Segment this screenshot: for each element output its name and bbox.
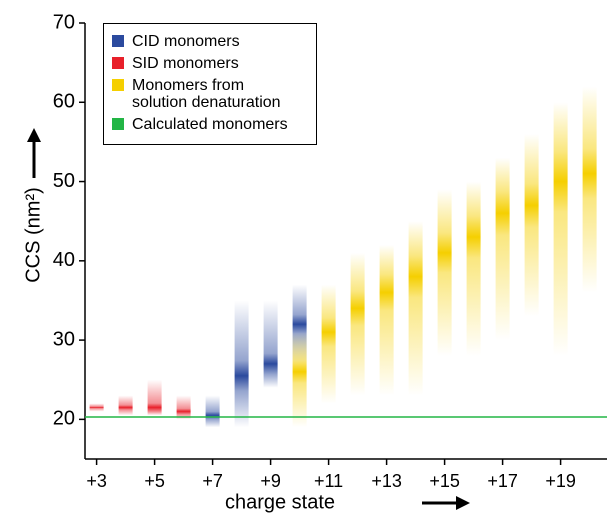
legend: CID monomers SID monomers Monomers from so… (103, 23, 317, 145)
y-tick-label: 30 (53, 328, 75, 350)
x-axis-label: charge state (225, 491, 335, 513)
blob (495, 157, 510, 341)
blob (379, 244, 394, 396)
legend-entry: Calculated monomers (112, 116, 312, 133)
x-tick-label: +3 (86, 471, 107, 491)
legend-entry: SID monomers (112, 55, 312, 72)
y-arrow (27, 128, 41, 178)
legend-entry: Monomers from solution denaturation (112, 77, 312, 111)
blob (147, 379, 162, 416)
blob (205, 395, 220, 428)
legend-label: Calculated monomers (132, 116, 288, 133)
y-tick-label: 50 (53, 170, 75, 192)
legend-swatch (112, 35, 124, 47)
x-tick-label: +11 (314, 471, 343, 491)
x-tick-label: +19 (545, 471, 576, 491)
blob (466, 181, 481, 356)
legend-swatch (112, 79, 124, 91)
y-tick-label: 20 (53, 408, 75, 430)
legend-label: CID monomers (132, 33, 240, 50)
x-tick-label: +15 (429, 471, 460, 491)
x-tick-label: +7 (202, 471, 223, 491)
x-tick-label: +17 (487, 471, 518, 491)
blob (89, 403, 104, 412)
blob (176, 395, 191, 420)
blob (524, 133, 539, 317)
legend-label: SID monomers (132, 55, 239, 72)
blob (263, 300, 278, 388)
legend-label: Monomers from solution denaturation (132, 77, 281, 111)
y-axis-label: CCS (nm²) (22, 187, 44, 283)
x-tick-label: +9 (260, 471, 281, 491)
y-tick-label: 40 (53, 249, 75, 271)
y-tick-label: 70 (53, 11, 75, 33)
blob (350, 252, 365, 396)
x-tick-label: +5 (144, 471, 165, 491)
legend-swatch (112, 118, 124, 130)
x-arrow (422, 496, 470, 510)
x-tick-label: +13 (371, 471, 402, 491)
blob (408, 221, 423, 396)
blob (582, 86, 597, 293)
legend-entry: CID monomers (112, 33, 312, 50)
legend-swatch (112, 57, 124, 69)
blob (437, 189, 452, 356)
blob (292, 332, 307, 428)
blob (321, 284, 336, 404)
blob (234, 300, 249, 428)
blob (553, 102, 568, 356)
y-tick-label: 60 (53, 91, 75, 113)
blob (118, 395, 133, 416)
